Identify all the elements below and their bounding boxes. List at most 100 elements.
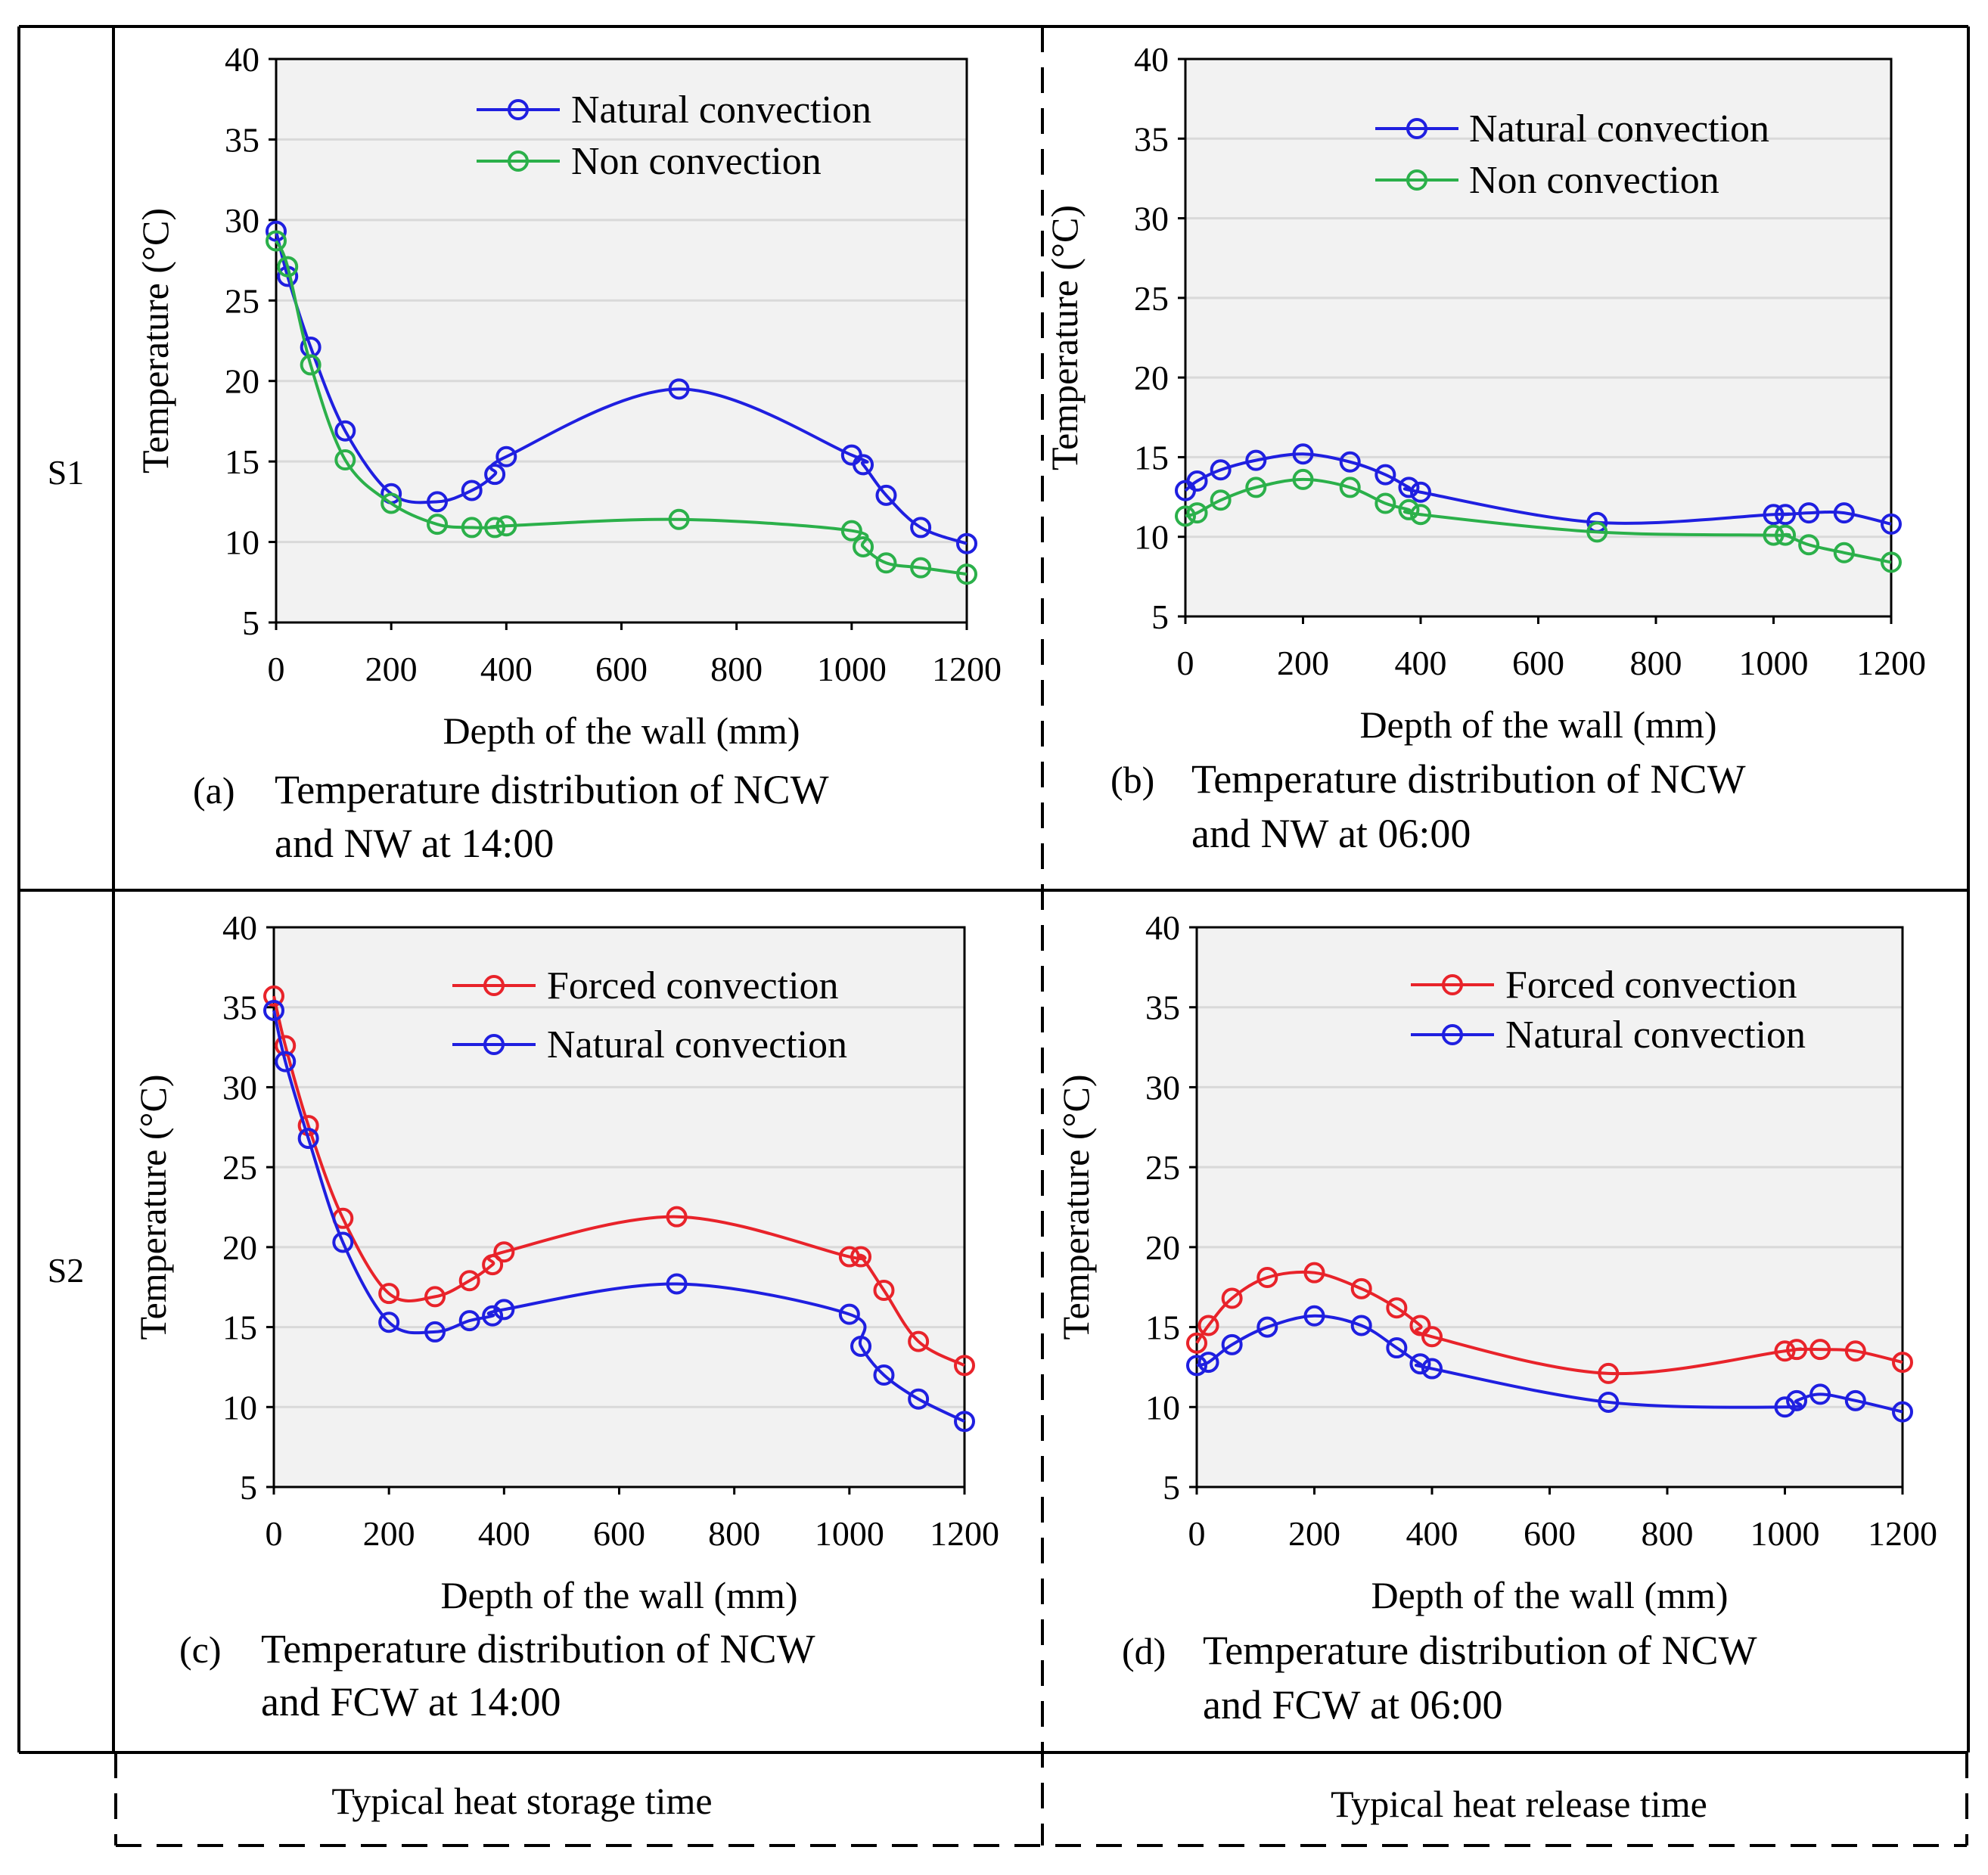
x-tick-label: 1000 xyxy=(1750,1514,1820,1553)
data-point xyxy=(1763,504,1785,526)
x-tick-label: 1200 xyxy=(1868,1514,1937,1553)
series-line xyxy=(275,231,968,545)
caption-line-1: Temperature distribution of NCW xyxy=(261,1626,815,1672)
data-point xyxy=(378,1283,400,1305)
data-point xyxy=(461,480,483,501)
data-point xyxy=(850,1246,872,1268)
y-tick-label: 30 xyxy=(225,201,259,240)
x-tick-label: 0 xyxy=(1188,1514,1206,1553)
data-point xyxy=(1421,1326,1443,1348)
x-tick-label: 400 xyxy=(1406,1514,1458,1553)
data-point xyxy=(458,1310,480,1332)
data-point xyxy=(1844,1340,1866,1362)
legend: Forced convection Natural convection xyxy=(1411,964,1806,1057)
data-point xyxy=(381,492,402,514)
data-point xyxy=(1186,1332,1207,1354)
x-axis-label: Depth of the wall (mm) xyxy=(440,1574,797,1616)
x-tick-label: 0 xyxy=(268,650,285,688)
y-tick-label: 40 xyxy=(222,908,257,947)
data-point xyxy=(484,517,506,539)
y-tick-label: 35 xyxy=(225,120,259,159)
data-point xyxy=(1881,513,1902,535)
caption-letter: (b) xyxy=(1110,759,1154,801)
data-point xyxy=(263,985,284,1007)
data-point xyxy=(266,220,287,242)
data-point xyxy=(838,1303,860,1325)
data-point xyxy=(1375,464,1396,486)
data-point xyxy=(910,517,932,539)
caption-line-2: and FCW at 14:00 xyxy=(261,1679,561,1724)
x-tick-label: 400 xyxy=(480,650,533,688)
legend-marker xyxy=(483,1034,505,1055)
x-tick-label: 400 xyxy=(478,1514,530,1553)
data-point xyxy=(1221,1333,1243,1355)
data-point xyxy=(1410,481,1431,503)
x-tick-label: 600 xyxy=(593,1514,645,1553)
data-point xyxy=(1786,1389,1808,1411)
x-tick-label: 1200 xyxy=(932,650,1002,688)
x-tick-label: 200 xyxy=(1288,1514,1340,1553)
row-label-s2: S2 xyxy=(48,1251,85,1290)
data-point xyxy=(297,1128,319,1150)
y-tick-label: 20 xyxy=(225,362,259,401)
data-point xyxy=(1245,449,1267,471)
data-point xyxy=(853,454,874,476)
data-point xyxy=(1398,498,1420,520)
x-tick-label: 800 xyxy=(708,1514,760,1553)
data-point xyxy=(954,1355,975,1377)
data-point xyxy=(1844,1389,1866,1411)
data-point xyxy=(956,563,977,585)
legend-marker xyxy=(483,975,505,996)
legend: Natural convection Non convection xyxy=(1375,107,1769,202)
data-point xyxy=(1786,1339,1808,1361)
data-point xyxy=(1339,477,1361,498)
caption-line-1: Temperature distribution of NCW xyxy=(275,767,829,812)
data-point xyxy=(1798,502,1820,524)
data-point xyxy=(1303,1262,1325,1284)
x-tick-label: 600 xyxy=(1524,1514,1576,1553)
caption-line-2: and FCW at 06:00 xyxy=(1203,1682,1502,1728)
series-line xyxy=(272,1010,965,1423)
y-tick-label: 20 xyxy=(222,1228,257,1267)
caption-line-2: and NW at 06:00 xyxy=(1191,811,1471,856)
data-point xyxy=(1292,443,1314,465)
legend-label: Natural convection xyxy=(547,1023,847,1066)
data-point xyxy=(424,1321,446,1343)
y-tick-label: 10 xyxy=(225,523,259,562)
y-tick-label: 5 xyxy=(240,1468,257,1507)
legend-label: Natural convection xyxy=(571,88,871,132)
data-point xyxy=(484,464,506,486)
data-point xyxy=(875,552,897,574)
data-point xyxy=(1186,470,1208,492)
plot-area xyxy=(276,59,967,622)
y-tick-label: 30 xyxy=(1145,1068,1180,1107)
data-point xyxy=(1774,1396,1796,1418)
data-point xyxy=(277,256,299,278)
x-tick-label: 800 xyxy=(710,650,763,688)
data-point xyxy=(954,1411,975,1433)
data-point xyxy=(1339,451,1361,473)
y-tick-label: 20 xyxy=(1145,1228,1180,1267)
data-point xyxy=(495,445,517,467)
column-label-heat-storage: Typical heat storage time xyxy=(331,1780,712,1822)
data-point xyxy=(1892,1352,1913,1374)
series-line xyxy=(275,240,968,576)
y-tick-label: 35 xyxy=(1134,120,1169,158)
data-point xyxy=(1421,1358,1443,1380)
data-point xyxy=(908,1330,930,1352)
data-point xyxy=(838,1246,860,1268)
y-tick-label: 5 xyxy=(242,604,259,642)
y-axis-label: Temperature (°C) xyxy=(1055,1074,1097,1340)
x-tick-label: 1000 xyxy=(817,650,887,688)
y-tick-label: 35 xyxy=(222,989,257,1027)
legend: Natural convection Non convection xyxy=(477,88,871,183)
data-point xyxy=(1221,1287,1243,1309)
data-point xyxy=(378,1312,400,1333)
y-tick-label: 40 xyxy=(1134,40,1169,79)
data-point xyxy=(1892,1401,1913,1423)
legend-marker xyxy=(1406,169,1427,191)
y-axis-label: Temperature (°C) xyxy=(1043,205,1086,470)
series-line xyxy=(1196,1314,1903,1414)
